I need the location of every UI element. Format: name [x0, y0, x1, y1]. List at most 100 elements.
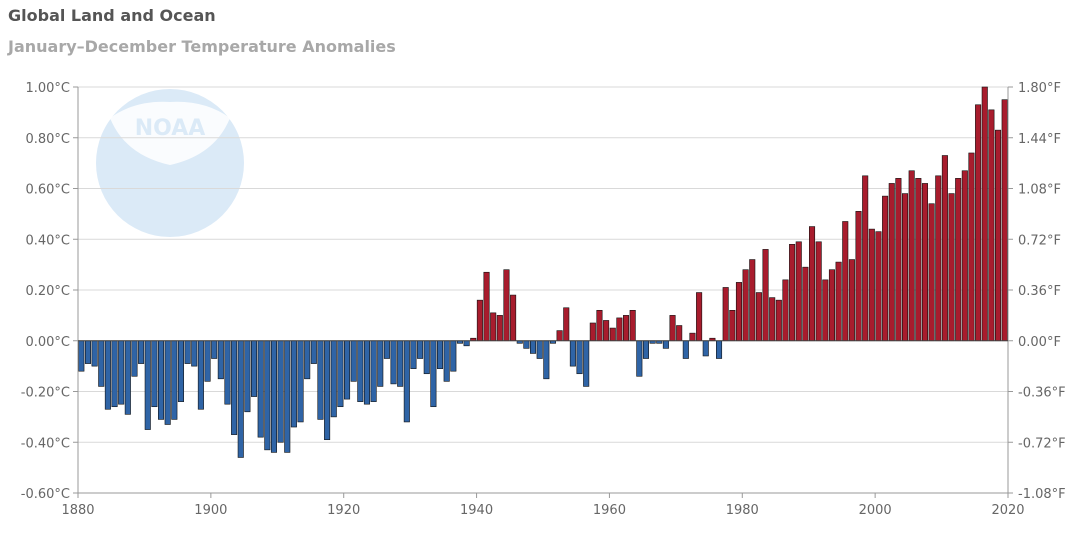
bar-1888: [132, 341, 137, 377]
bar-1992: [823, 280, 828, 341]
bar-1949: [537, 341, 542, 359]
bar-1907: [258, 341, 263, 437]
bar-1998: [862, 176, 867, 341]
bar-1982: [756, 293, 761, 341]
bar-1908: [265, 341, 270, 450]
bar-2003: [896, 178, 901, 340]
x-tick-label: 1880: [61, 503, 94, 518]
y-tick-label-fahrenheit: -0.72°F: [1018, 436, 1066, 451]
bar-1954: [570, 341, 575, 366]
bar-1909: [271, 341, 276, 453]
bar-1891: [152, 341, 157, 407]
bar-1942: [490, 313, 495, 341]
bar-2012: [955, 178, 960, 340]
bar-1901: [218, 341, 223, 379]
bar-2011: [949, 194, 954, 341]
bar-2015: [975, 105, 980, 341]
bar-1972: [690, 333, 695, 341]
y-tick-label-fahrenheit: -1.08°F: [1018, 487, 1066, 502]
noaa-logo-watermark: NOAA: [96, 89, 244, 237]
bar-1945: [510, 295, 515, 341]
bar-2000: [876, 232, 881, 341]
y-tick-label-celsius: 0.00°C: [25, 335, 70, 350]
bar-1941: [484, 272, 489, 341]
bar-1902: [225, 341, 230, 404]
bar-1932: [424, 341, 429, 374]
bar-1947: [524, 341, 529, 349]
bar-1995: [843, 221, 848, 340]
x-tick-label: 1960: [593, 503, 626, 518]
bar-1926: [384, 341, 389, 359]
bar-1950: [544, 341, 549, 379]
bar-1943: [497, 315, 502, 340]
bar-1961: [617, 318, 622, 341]
bar-1886: [118, 341, 123, 404]
bar-1987: [789, 244, 794, 340]
bar-2002: [889, 183, 894, 340]
bar-2014: [969, 153, 974, 341]
bar-2001: [882, 196, 887, 341]
bar-1883: [99, 341, 104, 387]
bar-1917: [324, 341, 329, 440]
bar-1892: [158, 341, 163, 420]
bar-1896: [185, 341, 190, 364]
bar-1921: [351, 341, 356, 382]
bar-1920: [344, 341, 349, 399]
bar-1978: [730, 310, 735, 340]
bar-2018: [995, 130, 1000, 341]
bar-1927: [391, 341, 396, 384]
bar-1965: [643, 341, 648, 359]
bar-1938: [464, 341, 469, 346]
x-tick-label: 1920: [327, 503, 360, 518]
bar-1983: [763, 249, 768, 340]
bar-1905: [245, 341, 250, 412]
x-tick-label: 1900: [194, 503, 227, 518]
y-tick-label-fahrenheit: 0.36°F: [1018, 284, 1061, 299]
bar-2009: [936, 176, 941, 341]
y-tick-label-fahrenheit: 1.44°F: [1018, 132, 1061, 147]
bar-1948: [530, 341, 535, 354]
bar-1980: [743, 270, 748, 341]
bar-2008: [929, 204, 934, 341]
y-tick-label-celsius: 0.80°C: [25, 132, 70, 147]
bar-1882: [92, 341, 97, 366]
bar-2016: [982, 87, 987, 341]
bar-2019: [1002, 100, 1007, 341]
bar-1977: [723, 287, 728, 340]
bar-1936: [451, 341, 456, 371]
bar-1990: [809, 227, 814, 341]
bar-1904: [238, 341, 243, 458]
bar-1918: [331, 341, 336, 417]
x-tick-label: 2020: [991, 503, 1024, 518]
bar-1991: [816, 242, 821, 341]
y-tick-label-fahrenheit: 0.00°F: [1018, 335, 1061, 350]
bar-1899: [205, 341, 210, 382]
bar-1913: [298, 341, 303, 422]
y-tick-label-celsius: 1.00°C: [25, 81, 70, 96]
y-tick-label-celsius: -0.20°C: [21, 386, 70, 401]
x-tick-label: 2000: [859, 503, 892, 518]
y-tick-label-celsius: 0.40°C: [25, 233, 70, 248]
bar-1974: [703, 341, 708, 356]
bar-1910: [278, 341, 283, 443]
bar-1959: [603, 320, 608, 340]
y-tick-label-fahrenheit: 1.80°F: [1018, 81, 1061, 96]
bar-1969: [670, 315, 675, 340]
bar-1994: [836, 262, 841, 341]
bar-1935: [444, 341, 449, 382]
y-tick-label-fahrenheit: 0.72°F: [1018, 233, 1061, 248]
bar-1903: [231, 341, 236, 435]
bar-1988: [796, 242, 801, 341]
bar-1968: [663, 341, 668, 349]
bar-1958: [597, 310, 602, 340]
bar-1957: [590, 323, 595, 341]
bar-2004: [902, 194, 907, 341]
x-tick-label: 1940: [460, 503, 493, 518]
bar-1915: [311, 341, 316, 364]
y-tick-label-fahrenheit: -0.36°F: [1018, 386, 1066, 401]
bar-1979: [736, 282, 741, 340]
bar-1964: [637, 341, 642, 377]
bar-2007: [922, 183, 927, 340]
bar-1929: [404, 341, 409, 422]
bar-1997: [856, 211, 861, 340]
